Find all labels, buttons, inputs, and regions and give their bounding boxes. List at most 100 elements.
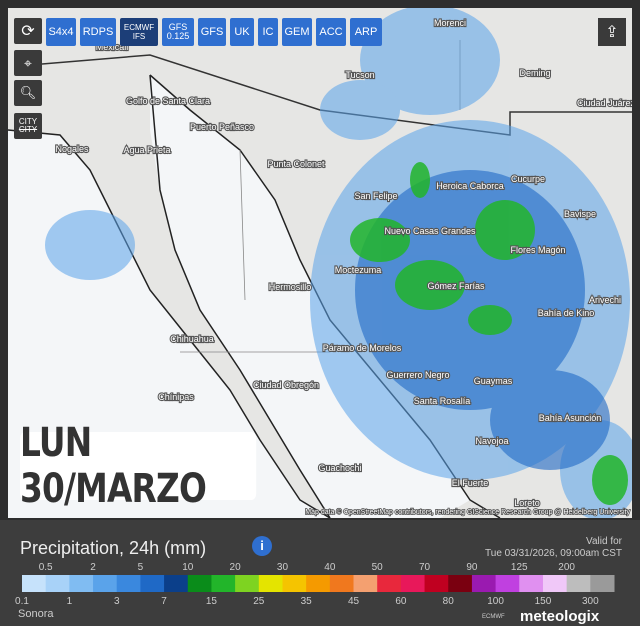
valid-time: Tue 03/31/2026, 09:00am CST: [485, 548, 622, 559]
legend-label: 5: [138, 562, 144, 573]
place-label: Flores Magón: [510, 245, 565, 255]
model-button[interactable]: GFS: [198, 18, 226, 46]
legend-label: 25: [253, 596, 265, 607]
place-label: Bavispe: [564, 209, 596, 219]
legend-swatch: [590, 575, 615, 592]
location-button[interactable]: ⌖: [14, 50, 42, 76]
place-label: Ciudad Juárez: [577, 98, 636, 108]
place-label: Santa Rosalía: [414, 396, 471, 406]
place-label: El Fuerte: [452, 478, 489, 488]
legend-label: 35: [301, 596, 313, 607]
place-label: Heroica Caborca: [436, 181, 504, 191]
place-label: Nogales: [55, 144, 89, 154]
legend-label: 3: [114, 596, 120, 607]
legend-swatch: [235, 575, 260, 592]
legend-scale: 0.10.51235710152025303540455060708090100…: [15, 562, 615, 607]
legend-swatch: [400, 575, 426, 592]
place-label: Páramo de Morelos: [323, 343, 402, 353]
place-label: Puerto Peñasco: [190, 122, 254, 132]
model-button[interactable]: ACC: [316, 18, 346, 46]
legend-swatch: [140, 575, 165, 592]
share-button[interactable]: ⇪: [598, 18, 626, 46]
legend-label: 100: [487, 596, 504, 607]
attribution: Map data © OpenStreetMap contributors, r…: [305, 508, 630, 516]
city-label: CITY: [18, 117, 38, 126]
place-label: Bahía de Kino: [538, 308, 595, 318]
legend-swatch: [258, 575, 283, 592]
legend-swatch: [448, 575, 473, 592]
legend-label: 300: [582, 596, 599, 607]
place-label: Ciudad Obregón: [253, 380, 319, 390]
place-label: Chihuahua: [170, 334, 214, 344]
legend-label: 0.5: [39, 562, 53, 573]
place-label: Bahía Asunción: [539, 413, 602, 423]
legend-swatch: [164, 575, 189, 592]
legend-swatch: [424, 575, 449, 592]
region: Sonora: [18, 608, 54, 620]
model-button[interactable]: GFS 0.125: [162, 18, 194, 46]
valid-label: Valid for: [586, 536, 622, 547]
legend-label: 90: [466, 562, 478, 573]
legend-label: 7: [161, 596, 167, 607]
place-label: Arivechi: [589, 295, 621, 305]
place-label: Deming: [519, 68, 550, 78]
legend-swatch: [353, 575, 378, 592]
legend-label: 15: [206, 596, 218, 607]
place-label: San Felipe: [354, 191, 397, 201]
legend-label: 150: [535, 596, 552, 607]
legend-swatch: [93, 575, 118, 592]
legend-swatch: [495, 575, 520, 592]
legend-label: 200: [558, 562, 575, 573]
city-toggle[interactable]: CITY CITY: [14, 113, 42, 139]
brand: meteologix: [520, 608, 600, 625]
place-label: Guerrero Negro: [386, 370, 449, 380]
legend-swatch: [116, 575, 141, 592]
legend-label: 10: [182, 562, 194, 573]
model-logo: ECMWF: [482, 614, 505, 620]
legend-swatch: [471, 575, 497, 592]
place-label: Tucson: [345, 70, 374, 80]
place-label: Nuevo Casas Grandes: [384, 226, 476, 236]
place-label: Hermosillo: [269, 282, 312, 292]
legend-panel: Precipitation, 24h (mm) i Valid for Tue …: [0, 520, 640, 626]
legend-swatch: [519, 575, 544, 592]
legend-swatch: [22, 575, 47, 592]
legend-swatch: [566, 575, 591, 592]
place-label: Guachochi: [318, 463, 361, 473]
place-label: Punta Colonet: [267, 159, 325, 169]
legend-swatch: [329, 575, 355, 592]
legend-label: 40: [324, 562, 336, 573]
place-label: Moctezuma: [335, 265, 382, 275]
legend-swatch: [45, 575, 70, 592]
place-label: Morenci: [434, 18, 466, 28]
legend-label: 45: [348, 596, 360, 607]
legend-label: 20: [230, 562, 242, 573]
place-label: Chínipas: [158, 392, 194, 402]
place-label: Agua Prieta: [123, 145, 170, 155]
place-label: Cucurpe: [511, 174, 545, 184]
legend-label: 50: [372, 562, 384, 573]
model-button[interactable]: ARP: [350, 18, 382, 46]
place-label: Golfo de Santa Clara: [126, 96, 210, 106]
model-button[interactable]: RDPS: [80, 18, 116, 46]
place-label: Navojoa: [475, 436, 508, 446]
model-button[interactable]: IC: [258, 18, 278, 46]
legend-swatch: [306, 575, 331, 592]
legend-swatch: [187, 575, 212, 592]
model-button[interactable]: UK: [230, 18, 254, 46]
place-label: Gómez Farías: [427, 281, 485, 291]
model-button[interactable]: S4x4: [46, 18, 76, 46]
zoom-button[interactable]: 🔍︎: [14, 80, 42, 106]
legend-label: 0.1: [15, 596, 29, 607]
date-banner: LUN 30/MARZO: [20, 420, 257, 512]
model-button[interactable]: GEM: [282, 18, 312, 46]
legend-label: 1: [67, 596, 73, 607]
legend-label: 2: [90, 562, 96, 573]
info-button[interactable]: i: [252, 536, 272, 556]
model-button[interactable]: ECMWF IFS: [120, 18, 158, 46]
legend-swatch: [542, 575, 568, 592]
refresh-button[interactable]: ⟳: [14, 18, 42, 44]
legend-swatch: [377, 575, 402, 592]
legend-label: 80: [443, 596, 455, 607]
